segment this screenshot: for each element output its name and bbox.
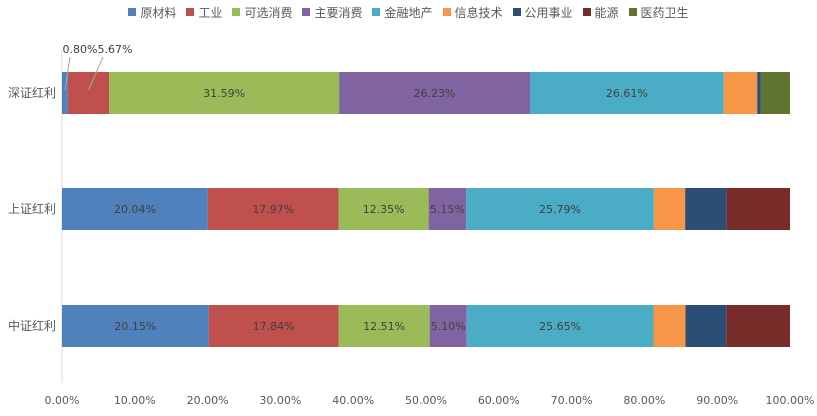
bar-segment — [339, 72, 531, 114]
category-label: 中证红利 — [8, 318, 56, 333]
bar-segment — [338, 188, 429, 230]
category-label: 上证红利 — [8, 201, 56, 216]
callout-line — [88, 56, 104, 91]
bar-segment — [530, 72, 724, 114]
bar-segment — [62, 188, 208, 230]
legend-item: 公用事业 — [512, 4, 573, 21]
bar-segment — [208, 305, 339, 347]
legend-item: 工业 — [186, 4, 222, 21]
data-label: 12.51% — [363, 320, 405, 333]
bar-segment — [62, 305, 209, 347]
legend-item: 金融地产 — [372, 4, 433, 21]
bar-segment — [726, 305, 790, 347]
bar-segment — [109, 72, 340, 114]
data-label: 26.61% — [606, 87, 648, 100]
data-label: 20.04% — [114, 203, 156, 216]
legend-item: 医药卫生 — [628, 4, 689, 21]
legend-label: 工业 — [198, 5, 223, 20]
bar-segment — [653, 305, 686, 347]
legend-swatch — [186, 8, 195, 16]
bar-segment — [338, 305, 430, 347]
bar-segment — [466, 305, 654, 347]
x-tick-label: 0.00% — [45, 394, 80, 407]
legend-swatch — [512, 8, 521, 16]
bar-segment — [428, 188, 467, 230]
legend-swatch — [628, 8, 637, 16]
legend-label: 能源 — [594, 5, 619, 20]
data-label: 12.35% — [363, 203, 405, 216]
legend-label: 医药卫生 — [640, 5, 689, 20]
bar-segment — [67, 72, 110, 114]
legend-item: 可选消费 — [232, 4, 292, 21]
x-tick-label: 30.00% — [259, 394, 301, 407]
legend-swatch — [302, 8, 311, 16]
legend-label: 可选消费 — [244, 5, 293, 20]
data-label: 17.97% — [252, 203, 294, 216]
legend-label: 信息技术 — [454, 5, 503, 20]
data-label: 0.80% — [63, 43, 98, 56]
legend-swatch — [582, 8, 591, 16]
legend-swatch — [128, 8, 137, 16]
data-label: 25.79% — [539, 203, 581, 216]
legend-label: 主要消费 — [314, 5, 363, 20]
legend-swatch — [232, 8, 241, 16]
data-label: 5.10% — [431, 320, 466, 333]
bar-segment — [429, 305, 467, 347]
legend-item: 原材料 — [128, 4, 176, 21]
data-label: 26.23% — [414, 87, 456, 100]
x-tick-label: 90.00% — [696, 394, 738, 407]
x-tick-label: 60.00% — [478, 394, 520, 407]
bar-segment — [726, 188, 790, 230]
bar-segment — [653, 188, 686, 230]
x-tick-label: 80.00% — [623, 394, 665, 407]
data-label: 25.65% — [539, 320, 581, 333]
x-tick-label: 100.00% — [766, 394, 815, 407]
legend-label: 金融地产 — [384, 5, 433, 20]
legend-swatch — [372, 8, 381, 16]
x-tick-label: 20.00% — [187, 394, 229, 407]
x-tick-label: 10.00% — [114, 394, 156, 407]
legend-swatch — [442, 8, 451, 16]
data-label: 5.67% — [98, 43, 133, 56]
data-label: 20.15% — [114, 320, 156, 333]
legend-item: 信息技术 — [442, 4, 503, 21]
bar-segment — [723, 72, 758, 114]
legend-label: 原材料 — [140, 5, 177, 20]
x-tick-label: 50.00% — [405, 394, 447, 407]
legend-label: 公用事业 — [524, 5, 573, 20]
data-label: 31.59% — [203, 87, 245, 100]
bar-segment — [62, 72, 68, 114]
bar-segment — [757, 72, 761, 114]
category-label: 深证红利 — [8, 85, 56, 100]
x-tick-label: 70.00% — [551, 394, 593, 407]
bar-segment — [466, 188, 654, 230]
bar-segment — [760, 72, 790, 114]
bar-segment — [685, 188, 727, 230]
data-label: 5.15% — [430, 203, 465, 216]
data-label: 17.84% — [253, 320, 295, 333]
bar-segment — [207, 188, 339, 230]
x-tick-label: 40.00% — [332, 394, 374, 407]
legend: 原材料 工业 可选消费 主要消费 金融地产 信息技术 公用事业 能源 医药卫生 — [0, 3, 817, 21]
legend-item: 主要消费 — [302, 4, 362, 21]
legend-item: 能源 — [582, 4, 619, 21]
bar-segment — [685, 305, 727, 347]
callout-line — [64, 56, 71, 91]
